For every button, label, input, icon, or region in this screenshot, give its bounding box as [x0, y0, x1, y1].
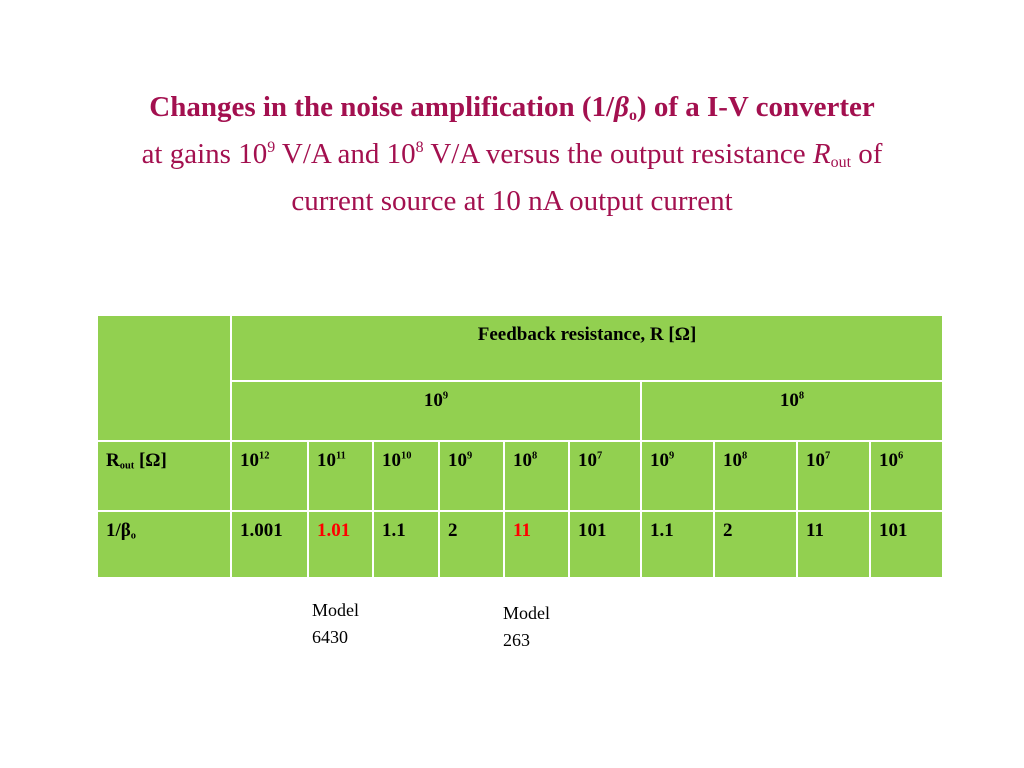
text: 10: [806, 450, 825, 471]
table-cell: 109: [230, 380, 642, 442]
superscript: 8: [798, 390, 805, 402]
table-cell: 1012: [230, 440, 309, 512]
table-cell: 108: [713, 440, 798, 512]
subscript: out: [119, 460, 135, 472]
superscript: 6: [898, 450, 904, 462]
text: 10: [879, 450, 898, 471]
table-cell: [96, 314, 232, 442]
value: 2: [448, 520, 458, 541]
note: Model 6430: [312, 597, 359, 651]
superscript: 9: [467, 450, 473, 462]
value: 1.1: [650, 520, 674, 541]
text: 10: [513, 450, 532, 471]
superscript: 8: [415, 138, 424, 156]
data-table: Feedback resistance, R [Ω] 109 108 Rout [Ω]…: [96, 314, 944, 579]
note-line: 6430: [312, 627, 348, 647]
text: V/A versus the output resistance: [423, 138, 813, 170]
superscript: 11: [336, 450, 346, 462]
table-cell: 1011: [307, 440, 374, 512]
table-cell: 1.1: [640, 510, 715, 579]
text: 10: [240, 450, 259, 471]
note-line: Model: [503, 603, 550, 623]
superscript: 10: [401, 450, 412, 462]
text: 10: [723, 450, 742, 471]
value: 1.001: [240, 520, 283, 541]
table-cell: 11: [503, 510, 570, 579]
text: Changes in the noise amplification (1/: [149, 91, 615, 123]
value: 101: [578, 520, 607, 541]
note-line: Model: [312, 600, 359, 620]
superscript: 7: [825, 450, 831, 462]
subscript: o: [628, 106, 637, 124]
text: 10: [317, 450, 336, 471]
table-cell: 1010: [372, 440, 440, 512]
text: R: [812, 138, 831, 170]
table-cell: 109: [640, 440, 715, 512]
text: [Ω]: [134, 450, 167, 471]
title-line: at gains 109 V/A and 108 V/A versus the …: [0, 131, 1024, 178]
superscript: 9: [442, 390, 449, 402]
text: 10: [578, 450, 597, 471]
superscript: 9: [669, 450, 675, 462]
table-cell: 2: [438, 510, 505, 579]
table-cell: 1.001: [230, 510, 309, 579]
text: V/A and 10: [275, 138, 416, 170]
table-cell: 1/βo: [96, 510, 232, 579]
text: of: [851, 138, 883, 170]
value: 2: [723, 520, 733, 541]
table-cell: 11: [796, 510, 871, 579]
text: 10: [423, 390, 443, 411]
text: R: [106, 450, 120, 471]
table-row: Feedback resistance, R [Ω]: [96, 314, 944, 442]
table-cell: 107: [568, 440, 642, 512]
value: 11: [806, 520, 824, 541]
superscript: 9: [267, 138, 276, 156]
table-cell: 2: [713, 510, 798, 579]
text: 10: [448, 450, 467, 471]
text: 10: [650, 450, 669, 471]
note: Model 263: [503, 600, 550, 654]
title: Changes in the noise amplification (1/βo…: [0, 84, 1024, 225]
table-cell: 101: [869, 510, 944, 579]
value: 11: [513, 520, 531, 541]
table-cell: 107: [796, 440, 871, 512]
text: 1/: [106, 520, 121, 541]
value: 101: [879, 520, 908, 541]
superscript: 8: [742, 450, 748, 462]
table-cell: 109: [438, 440, 505, 512]
table-cell: 101: [568, 510, 642, 579]
table-row: Rout [Ω] 1012 1011 1010 109 108 107 109 108 107 10…: [96, 440, 944, 512]
value: 1.1: [382, 520, 406, 541]
table-cell: 1.01: [307, 510, 374, 579]
title-line: Changes in the noise amplification (1/βo…: [0, 84, 1024, 131]
table-row: 1/βo 1.001 1.01 1.1 2 11 101 1.1 2 11 101: [96, 510, 944, 579]
table-cell: 106: [869, 440, 944, 512]
text: β: [120, 520, 131, 541]
text: at gains 10: [141, 138, 268, 170]
superscript: 8: [532, 450, 538, 462]
text: 10: [382, 450, 401, 471]
note-line: 263: [503, 630, 530, 650]
table-cell: 1.1: [372, 510, 440, 579]
table-cell: 108: [640, 380, 944, 442]
header: Feedback resistance, R [Ω]: [477, 324, 697, 345]
title-line: current source at 10 nA output current: [291, 185, 733, 217]
subscript: out: [830, 153, 851, 171]
table-cell: 108: [503, 440, 570, 512]
table-cell: Feedback resistance, R [Ω]: [230, 314, 944, 382]
superscript: 12: [259, 450, 270, 462]
subscript: o: [130, 530, 137, 542]
table-row: 109 108: [97, 380, 944, 442]
value: 1.01: [317, 520, 351, 541]
text: β: [614, 91, 629, 123]
text: ) of a I-V converter: [636, 91, 875, 123]
table-cell: Rout [Ω]: [96, 440, 232, 512]
text: 10: [779, 390, 799, 411]
superscript: 7: [597, 450, 603, 462]
